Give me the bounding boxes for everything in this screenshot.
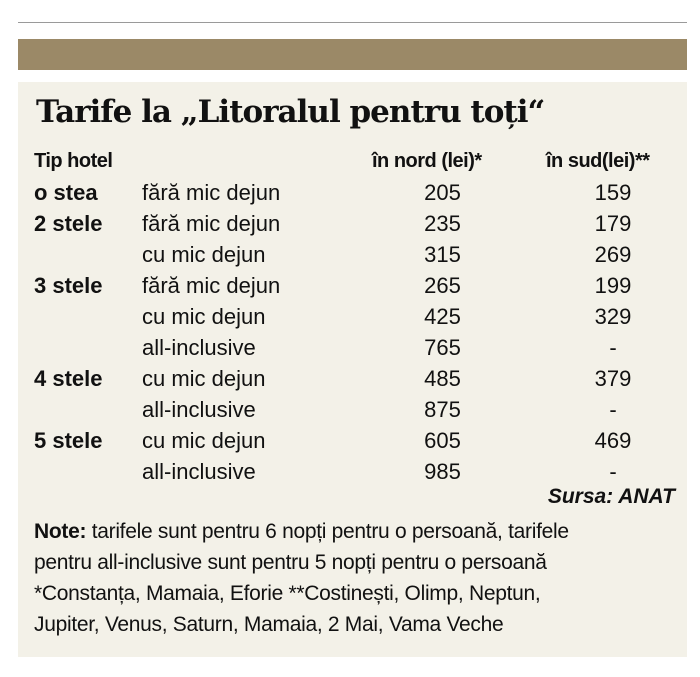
top-rule	[18, 22, 687, 23]
notes-line: *Constanța, Mamaia, Eforie **Costinești,…	[34, 582, 541, 605]
meal-option: cu mic dejun	[142, 366, 266, 391]
table-row: all-inclusive 765 -	[18, 332, 687, 363]
notes-text: tarifele sunt pentru 6 nopți pentru o pe…	[86, 520, 569, 543]
price-south: 469	[594, 428, 632, 453]
meal-option: fără mic dejun	[142, 211, 281, 236]
price-north: 315	[424, 242, 461, 267]
notes-line: Note: tarifele sunt pentru 6 nopți pentr…	[34, 516, 679, 547]
hotel-type: 3 stele	[34, 273, 103, 298]
table-row: 5 stele cu mic dejun 605 469	[18, 425, 687, 456]
notes-label: Note:	[34, 520, 87, 543]
meal-option: all-inclusive	[142, 459, 256, 484]
meal-option: cu mic dejun	[142, 428, 266, 453]
meal-option: cu mic dejun	[142, 304, 266, 329]
price-south: 179	[594, 211, 632, 236]
table-row: cu mic dejun 315 269	[18, 239, 687, 270]
notes-line: Jupiter, Venus, Saturn, Mamaia, 2 Mai, V…	[34, 613, 504, 636]
table-row: 4 stele cu mic dejun 485 379	[18, 363, 687, 394]
price-north: 265	[424, 273, 461, 298]
price-north: 605	[424, 428, 461, 453]
header-south: în sud(lei)**	[546, 150, 650, 172]
meal-option: fără mic dejun	[142, 273, 281, 298]
meal-option: all-inclusive	[142, 397, 256, 422]
price-north: 985	[424, 459, 461, 484]
table-row: 3 stele fără mic dejun 265 199	[18, 270, 687, 301]
meal-option: all-inclusive	[142, 335, 256, 360]
price-north: 205	[424, 180, 461, 205]
price-south: -	[609, 397, 617, 422]
tariff-panel: Tarife la „Litoralul pentru toți“ Tip ho…	[18, 82, 687, 657]
price-south: 379	[594, 366, 632, 391]
price-north: 425	[424, 304, 461, 329]
table-row: cu mic dejun 425 329	[18, 301, 687, 332]
price-south: -	[609, 459, 617, 484]
meal-option: cu mic dejun	[142, 242, 266, 267]
hotel-type: 5 stele	[34, 428, 103, 453]
header-band	[18, 39, 687, 70]
price-north: 485	[424, 366, 461, 391]
price-north: 765	[424, 335, 461, 360]
table-header: Tip hotel în nord (lei)* în sud(lei)**	[18, 146, 687, 177]
table-row: all-inclusive 985 -	[18, 456, 687, 487]
price-south: 269	[594, 242, 632, 267]
price-north: 235	[424, 211, 461, 236]
source-credit: Sursa: ANAT	[547, 485, 675, 508]
price-south: 159	[594, 180, 632, 205]
hotel-type: o stea	[34, 180, 98, 205]
notes-line: pentru all-inclusive sunt pentru 5 nopți…	[34, 551, 547, 574]
price-south: 199	[594, 273, 632, 298]
hotel-type: 2 stele	[34, 211, 103, 236]
table-row: all-inclusive 875 -	[18, 394, 687, 425]
header-north: în nord (lei)*	[372, 150, 482, 172]
notes-block: Note: tarifele sunt pentru 6 nopți pentr…	[34, 516, 679, 640]
price-north: 875	[424, 397, 461, 422]
page-title: Tarife la „Litoralul pentru toți“	[36, 94, 545, 130]
table-row: 2 stele fără mic dejun 235 179	[18, 208, 687, 239]
header-type: Tip hotel	[34, 150, 113, 172]
table-row: o stea fără mic dejun 205 159	[18, 177, 687, 208]
price-south: 329	[594, 304, 632, 329]
price-south: -	[609, 335, 617, 360]
meal-option: fără mic dejun	[142, 180, 281, 205]
hotel-type: 4 stele	[34, 366, 103, 391]
